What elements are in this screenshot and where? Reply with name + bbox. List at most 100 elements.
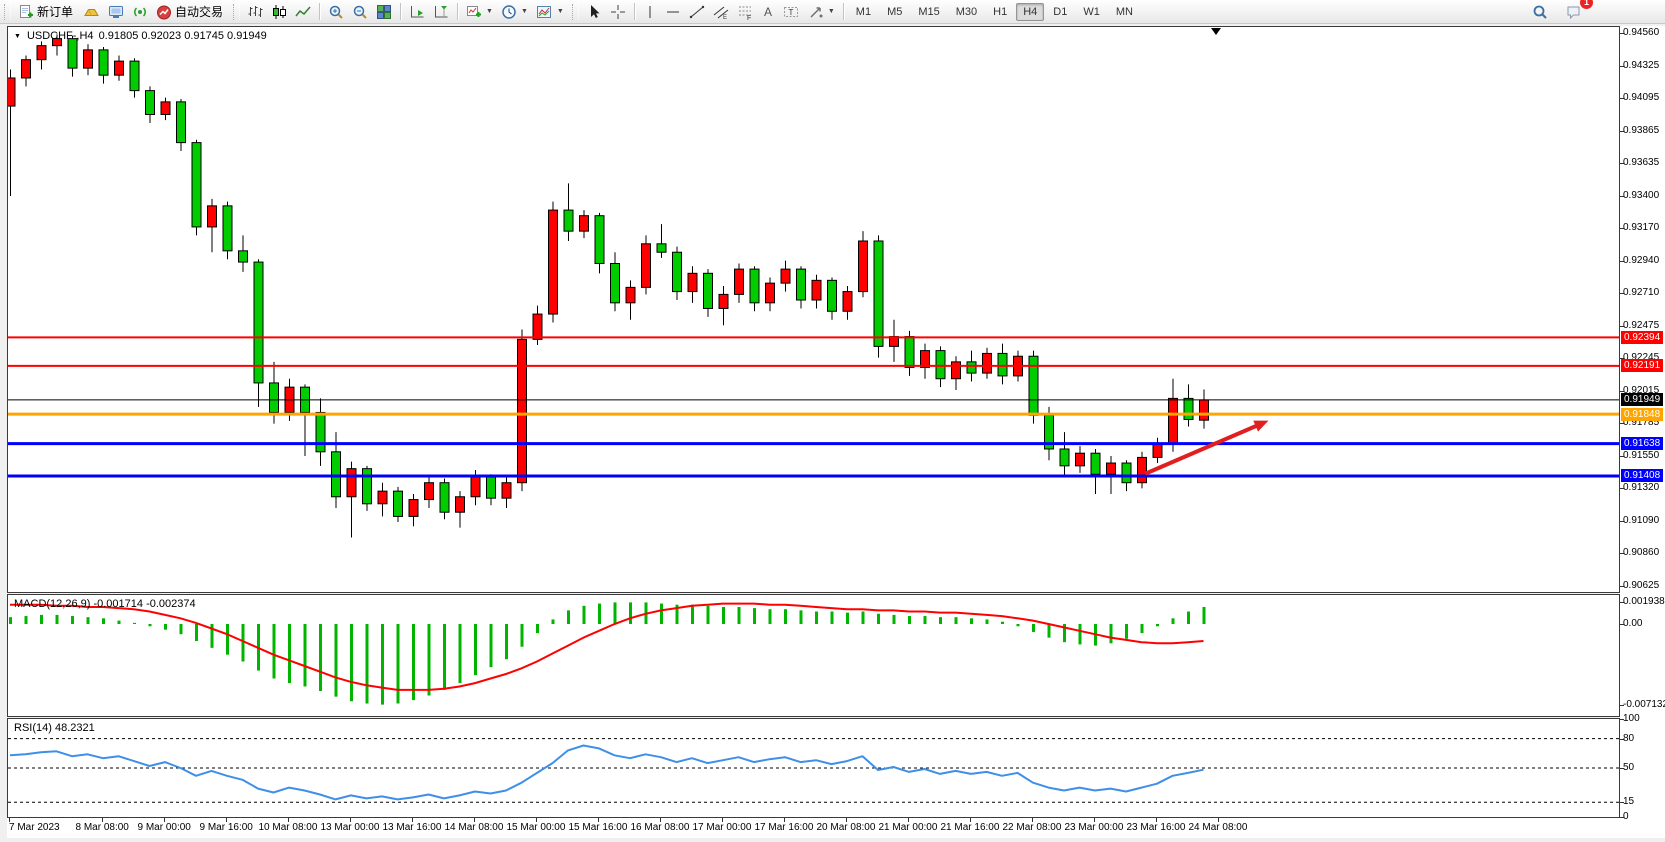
fibonacci-button[interactable]: F [733, 0, 757, 23]
svg-text:F: F [747, 15, 751, 20]
time-tick-label: 13 Mar 00:00 [320, 822, 380, 833]
timeframe-h1[interactable]: H1 [993, 5, 1008, 18]
fibonacci-icon: F [738, 6, 751, 20]
time-tick [164, 818, 165, 822]
price-line-badge[interactable]: 0.91638 [1621, 437, 1663, 451]
price-line-badge[interactable]: 0.91408 [1621, 469, 1663, 483]
timeframe-m30[interactable]: M30 [955, 5, 978, 18]
arrows-shapes-button[interactable]: ▼ [804, 0, 839, 23]
toolbar-separator [842, 3, 844, 20]
text-label-button[interactable]: T [779, 0, 804, 23]
zoom-in-button[interactable] [324, 0, 348, 23]
ohlc-values: 0.91805 0.92023 0.91745 0.91949 [98, 30, 267, 42]
timeframe-m1[interactable]: M1 [855, 5, 872, 18]
tile-windows-button[interactable] [372, 0, 396, 23]
chat-icon [1567, 6, 1580, 19]
signals-button[interactable] [128, 0, 152, 23]
collapse-triangle-icon[interactable]: ▼ [14, 32, 21, 40]
toolbar-grip[interactable] [571, 3, 579, 20]
price-line-badge[interactable]: 0.92191 [1621, 359, 1663, 373]
rsi-tick [1620, 738, 1624, 740]
price-tick-label: 0.91550 [1623, 450, 1660, 461]
cursor-button[interactable] [582, 0, 606, 23]
chevron-down-icon: ▼ [827, 8, 835, 15]
time-tick [226, 818, 227, 822]
price-line-badge[interactable]: 0.91949 [1621, 393, 1663, 407]
hline-icon [666, 11, 679, 12]
tile-windows-icon [377, 4, 392, 19]
label-icon: T [783, 6, 798, 17]
templates-button[interactable]: ▼ [532, 0, 568, 23]
time-tick-label: 17 Mar 00:00 [692, 822, 752, 833]
timeframe-d1[interactable]: D1 [1053, 5, 1068, 18]
zoom-out-icon [353, 5, 367, 19]
horizontal-line-button[interactable] [661, 0, 685, 23]
auto-scroll-icon [411, 5, 424, 17]
chart-shift-marker-icon[interactable] [1211, 28, 1221, 35]
time-axis[interactable]: 7 Mar 2023 8 Mar 08:00 9 Mar 00:00 9 Mar 16… [7, 818, 1620, 838]
macd-pane[interactable]: MACD(12,26,9) -0.001714 -0.002374 [7, 594, 1620, 717]
autotrade-icon [157, 5, 172, 19]
macd-tick-label: 0.001938 [1623, 595, 1665, 607]
rsi-tick-label: 0 [1623, 811, 1629, 822]
timeframe-m5[interactable]: M5 [887, 5, 903, 18]
price-tick-label: 0.94095 [1623, 92, 1660, 104]
vertical-line-button[interactable] [639, 0, 661, 23]
price-tick [1620, 552, 1624, 554]
vline-icon [649, 5, 651, 18]
time-tick-label: 22 Mar 08:00 [1002, 822, 1062, 833]
time-tick [1156, 818, 1157, 822]
text-button[interactable]: A [757, 0, 779, 23]
price-tick-label: 0.90860 [1623, 546, 1660, 558]
candlestick-button[interactable] [267, 0, 291, 23]
terminal-button[interactable] [104, 0, 128, 23]
chart-shift-button[interactable] [429, 0, 453, 23]
new-order-button[interactable]: 新订单 [14, 0, 79, 23]
trendline-button[interactable] [685, 0, 709, 23]
price-tick [1620, 422, 1624, 424]
rsi-pane[interactable]: RSI(14) 48.2321 [7, 718, 1620, 818]
time-tick [722, 818, 723, 822]
price-tick-label: 0.93400 [1623, 190, 1660, 202]
price-axis[interactable]: 0.94560 0.94325 0.94095 0.93865 0.93635 0.934… [1620, 26, 1665, 838]
timeframe-w1[interactable]: W1 [1083, 5, 1100, 18]
channel-button[interactable]: E [709, 0, 733, 23]
timeframe-mn[interactable]: MN [1115, 5, 1133, 18]
market-watch-button[interactable] [79, 0, 104, 23]
text-icon: A [764, 5, 772, 19]
time-tick-label: 13 Mar 16:00 [382, 822, 442, 833]
time-tick [350, 818, 351, 822]
price-line-badge[interactable]: 0.91848 [1621, 407, 1663, 421]
price-tick [1620, 98, 1624, 100]
candlestick-chart[interactable] [5, 27, 1619, 592]
chevron-down-icon: ▼ [520, 8, 528, 15]
symbol-period-label: USDCHF-,H4 [26, 30, 94, 42]
price-line-badge[interactable]: 0.92394 [1621, 330, 1663, 344]
search-button[interactable] [1528, 0, 1552, 23]
chat-button[interactable]: 1 [1562, 0, 1593, 23]
autotrade-button[interactable]: 自动交易 [152, 0, 229, 23]
price-tick [1620, 228, 1624, 230]
zoom-out-button[interactable] [348, 0, 372, 23]
crosshair-icon [610, 4, 625, 19]
main-chart-pane[interactable]: ▼ USDCHF-,H4 0.91805 0.92023 0.91745 0.9… [5, 26, 1620, 593]
toolbar-grip[interactable] [4, 3, 11, 20]
toolbar-grip[interactable] [233, 3, 241, 20]
indicators-button[interactable]: ▼ [462, 0, 497, 23]
timeframe-h4[interactable]: H4 [1016, 2, 1045, 21]
terminal-icon [109, 5, 124, 18]
timeframe-m15[interactable]: M15 [918, 5, 940, 18]
line-chart-button[interactable] [291, 0, 315, 23]
auto-scroll-button[interactable] [405, 0, 429, 23]
time-tick-label: 15 Mar 00:00 [506, 822, 566, 833]
line-chart-icon [295, 6, 311, 16]
bar-chart-button[interactable] [243, 0, 267, 23]
periods-button[interactable]: ▼ [497, 0, 532, 23]
rsi-tick-label: 15 [1623, 796, 1635, 808]
toolbar-separator [400, 3, 402, 20]
crosshair-button[interactable] [606, 0, 630, 23]
macd-tick [1620, 601, 1624, 603]
new-order-label: 新订单 [37, 5, 74, 19]
macd-tick [1620, 624, 1624, 625]
price-tick [1620, 520, 1624, 522]
